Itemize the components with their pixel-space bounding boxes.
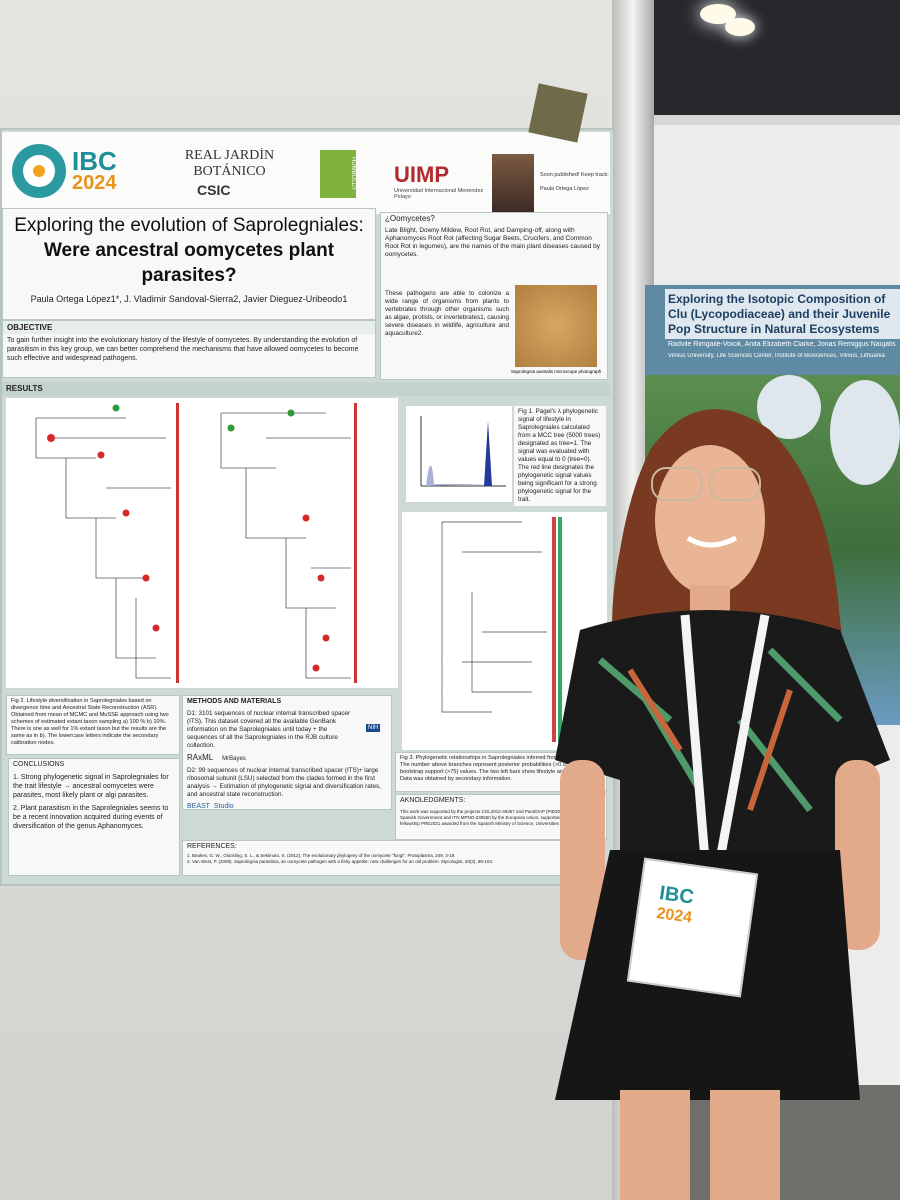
methods-heading: METHODS AND MATERIALS	[187, 698, 282, 705]
density	[484, 421, 492, 486]
raxml: RAxML	[187, 753, 214, 762]
conclusion: 1. Strong phylogenetic signal in Saprole…	[13, 774, 169, 799]
conclusion: 2. Plant parasitism in the Saprolegniale…	[13, 805, 169, 830]
tree-branches	[441, 521, 547, 713]
fig2-caption: Fig 2. Lifestyle diversification in Sapr…	[6, 695, 180, 755]
shirt	[555, 610, 890, 860]
oomycetes-box: ¿Oomycetes? Late Blight, Downy Mildew, R…	[380, 212, 608, 380]
oomycetes-heading: ¿Oomycetes?	[385, 214, 435, 223]
trait-bar	[552, 517, 556, 742]
objective-text: To gain further insight into the evoluti…	[7, 337, 359, 362]
ibc-logo-flower	[12, 144, 66, 198]
rstudio: Studio	[213, 803, 234, 810]
side-circle	[757, 375, 821, 439]
ibc-year: 2024	[72, 172, 117, 194]
microscope-photo	[515, 285, 597, 367]
results-heading: RESULTS	[2, 382, 610, 396]
fig2-trees	[6, 398, 398, 688]
ceiling-light	[725, 18, 755, 36]
methods-box: METHODS AND MATERIALS D1: 3101 sequences…	[182, 695, 392, 810]
node-dots	[112, 404, 295, 432]
methods-d1: D1: 3101 sequences of nuclear internal t…	[187, 710, 351, 749]
title-box: Exploring the evolution of Saprolegniale…	[2, 208, 376, 320]
reference: 1. Beakes, G. W., Glockling, S. L., & Se…	[187, 853, 456, 858]
conclusions-box: CONCLUSIONS 1. Strong phylogenetic signa…	[8, 758, 180, 876]
logo-center	[33, 165, 45, 177]
smile	[686, 535, 738, 548]
methods-d2: D2: 99 sequences of nuclear internal tra…	[187, 767, 381, 798]
side-authors: Radvilė Rimgailė-Voicik, Anita Elizabeth…	[668, 341, 896, 348]
trait-bar	[176, 403, 179, 683]
author-photo	[492, 154, 534, 212]
conclusions-heading: CONCLUSIONS	[13, 761, 65, 768]
arm	[835, 760, 880, 950]
references-heading: REFERENCES:	[187, 843, 237, 850]
poster-header: IBC 2024 REAL JARDÍN BOTÁNICO CSIC HUMBO…	[2, 132, 610, 214]
side-circle	[830, 380, 900, 485]
shirt-pattern	[627, 668, 793, 811]
beast: BEAST	[187, 803, 210, 810]
node-dots	[47, 434, 330, 672]
oomycetes-text: Late Blight, Downy Mildew, Root Rot, and…	[385, 227, 600, 258]
title-plain: Exploring the evolution of Saprolegniale…	[14, 215, 364, 236]
reference: 2. Van West, P. (2006). Saprolegnia para…	[187, 858, 494, 864]
density	[426, 465, 496, 486]
ibc-text: IBC	[72, 146, 117, 176]
authors: Paula Ortega López1*, J. Vladimir Sandov…	[30, 294, 348, 304]
bookmark	[528, 83, 588, 143]
mrbayes: MrBayes	[222, 756, 246, 762]
nih-logo: NIH	[366, 724, 381, 732]
ceiling	[625, 0, 900, 130]
leg	[620, 1090, 690, 1200]
ceiling-light	[700, 4, 736, 24]
rjb-logo: REAL JARDÍN BOTÁNICO	[184, 148, 275, 179]
glasses	[709, 467, 761, 501]
poster: IBC 2024 REAL JARDÍN BOTÁNICO CSIC HUMBO…	[0, 128, 615, 886]
side-affil: Vilnius University, Life Sciences Center…	[668, 353, 885, 359]
objective-heading: OBJECTIVE	[3, 321, 375, 334]
humboldt-logo: HUMBOLDT	[320, 150, 356, 198]
oomycetes-text: These pathogens are able to colonize a w…	[385, 290, 509, 337]
header-contact: Paula Ortega López	[540, 186, 589, 192]
title-bold: Were ancestral oomycetes plant parasites…	[43, 240, 335, 286]
csic-logo: CSIC	[197, 182, 231, 198]
photo-caption: Saprolegnia australis microscope photogr…	[511, 369, 602, 374]
uimp-logo: UIMP	[394, 162, 449, 187]
title: Exploring the evolution of Saprolegniale…	[13, 213, 365, 288]
badge: IBC 2024	[626, 857, 759, 998]
leg	[710, 1090, 780, 1200]
methods-tools: RAxML MrBayes	[183, 752, 391, 765]
tree-branches	[35, 417, 171, 679]
ack-heading: AKNOLEDGMENTS:	[400, 797, 466, 804]
references-box: REFERENCES: 1. Beakes, G. W., Glockling,…	[182, 840, 562, 876]
objective-box: OBJECTIVE To gain further insight into t…	[2, 320, 376, 378]
tree-lines	[35, 412, 351, 679]
tree-branches	[220, 412, 351, 679]
side-title: Exploring the Isotopic Composition of Cl…	[665, 289, 900, 339]
face	[655, 445, 765, 595]
glasses	[651, 467, 703, 501]
uimp-full: Universidad Internacional Menéndez Pelay…	[394, 188, 484, 200]
ack-text: This work was supported by the projects …	[400, 809, 599, 826]
fig-bg	[6, 398, 398, 688]
shirt-pattern	[597, 647, 843, 813]
fig-bg	[406, 406, 512, 502]
arm	[560, 760, 605, 960]
fig1-caption: Fig 1. Pagel's λ phylogenetic signal of …	[514, 406, 606, 506]
fig1-histogram	[406, 406, 512, 502]
header-note: Soon published! Keep track:	[540, 172, 609, 178]
trait-bar	[354, 403, 357, 683]
trait-bar	[558, 517, 562, 742]
person	[555, 409, 890, 1200]
methods-tools: BEAST Studio	[183, 801, 391, 810]
